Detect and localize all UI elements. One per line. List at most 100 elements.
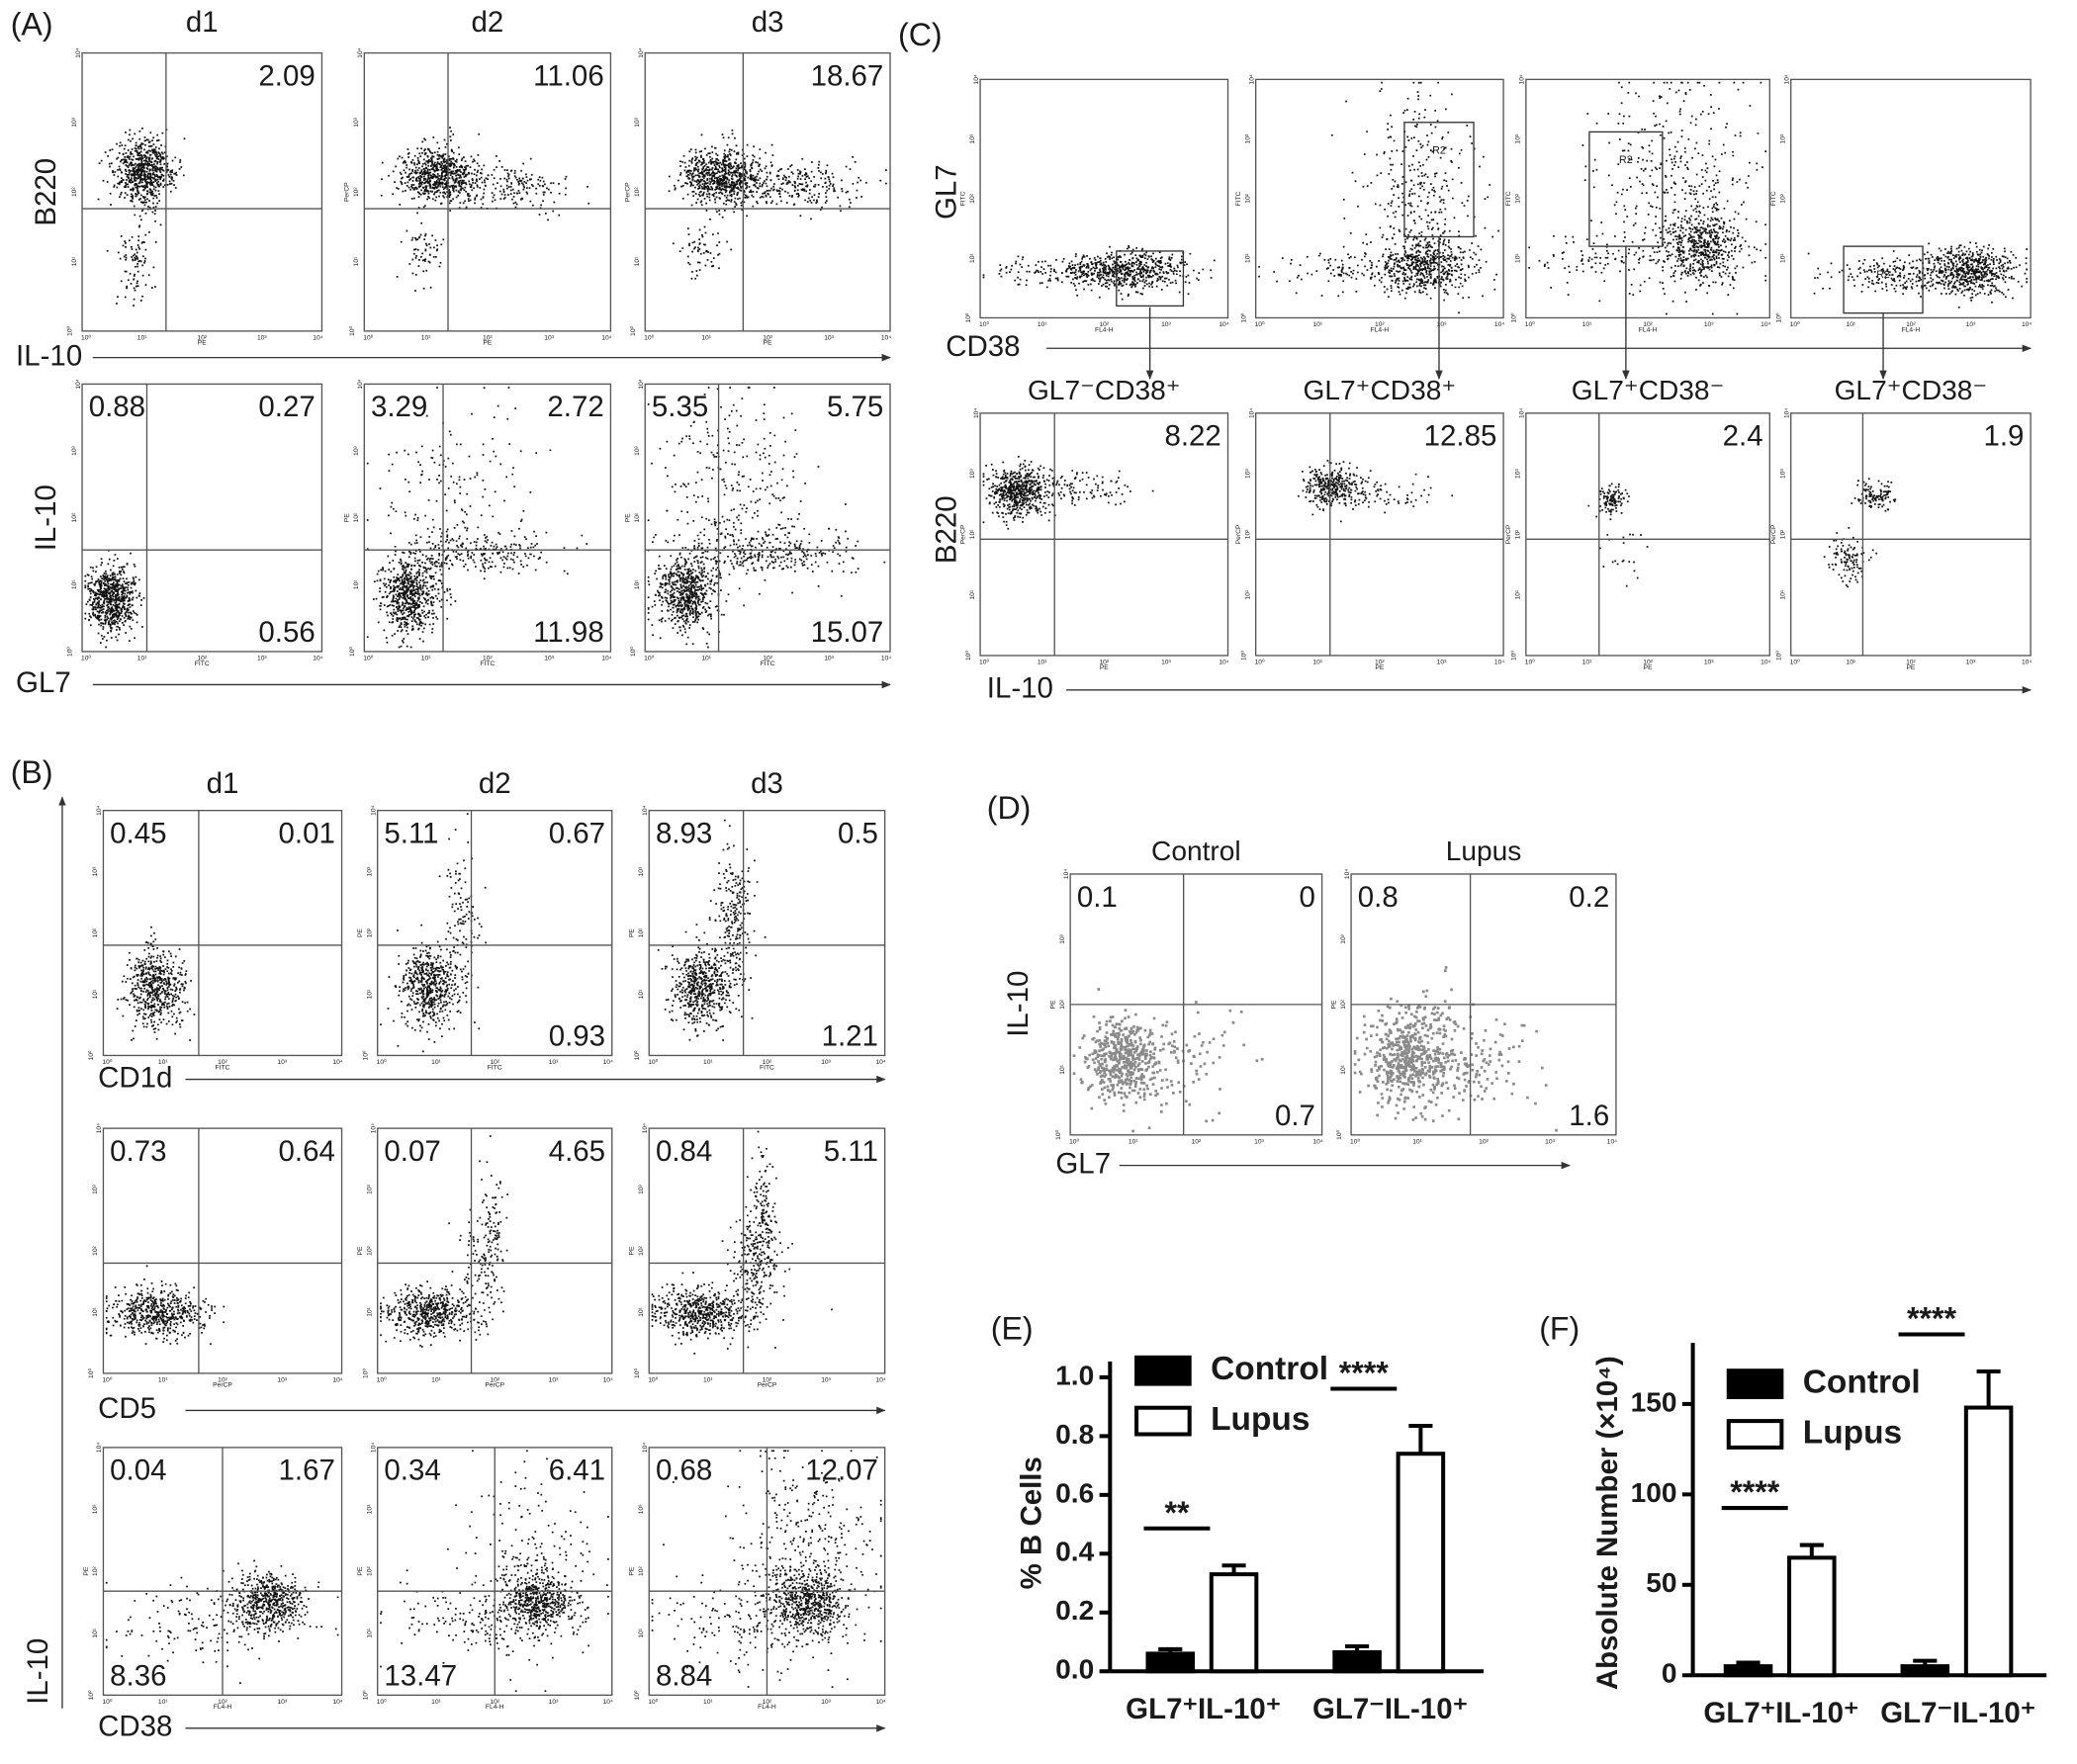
- tick-label: 10⁴: [642, 1123, 649, 1133]
- plot-frame: [644, 383, 891, 653]
- tick-label: 10⁴: [638, 47, 645, 57]
- x-axis-label: IL-10: [16, 339, 82, 372]
- tick-label: 10²: [1643, 321, 1653, 328]
- tick-label: 10²: [763, 1699, 772, 1706]
- x-axis-label: GL7: [1055, 1147, 1111, 1180]
- tick-label: 10⁴: [370, 1123, 377, 1133]
- tick-label: 10¹: [421, 334, 431, 341]
- tick-label: 10⁴: [332, 1699, 342, 1706]
- quadrant-value: 0.73: [110, 1135, 166, 1168]
- tick-label: 10¹: [92, 1306, 99, 1316]
- tick-label: 10²: [483, 655, 493, 662]
- tick-label: 10⁰: [81, 654, 91, 662]
- quadrant-value: 11.98: [533, 616, 604, 649]
- tick-label: 10³: [1244, 133, 1251, 143]
- tick-label: 10¹: [1515, 589, 1522, 599]
- tick-label: 10⁰: [377, 1058, 387, 1066]
- plot-frame: [644, 51, 891, 332]
- x-tick-label: GL7⁺IL-10⁺: [1703, 1697, 1858, 1729]
- tick-label: 10³: [366, 1184, 373, 1193]
- plot-title: Lupus: [1446, 836, 1522, 866]
- tick-label: 10³: [277, 1699, 287, 1706]
- tick-label: 10²: [763, 334, 772, 341]
- tick-label: 10³: [1704, 659, 1714, 665]
- tick-label: 10⁴: [875, 1376, 885, 1383]
- tick-label: 10³: [634, 445, 641, 455]
- channel-label: PerCP: [959, 524, 966, 544]
- events: [105, 1265, 226, 1346]
- quadrant-value: 0.64: [279, 1135, 335, 1168]
- tick-label: 10²: [969, 529, 976, 539]
- tick-label: 10⁴: [973, 74, 980, 84]
- quadrant-value: 0: [1300, 881, 1315, 914]
- tick-label: 10¹: [969, 589, 976, 599]
- quadrant-value: 8.84: [656, 1659, 712, 1692]
- tick-label: 10⁴: [1519, 74, 1526, 84]
- channel-label: FL4-H: [1095, 326, 1114, 333]
- tick-label: 10⁰: [1239, 651, 1247, 661]
- tick-label: 10⁰: [66, 325, 74, 335]
- quadrant-value: 5.11: [384, 818, 438, 850]
- tick-label: 10¹: [158, 1059, 168, 1066]
- x-axis-label: IL-10: [987, 672, 1053, 705]
- channel-label: FL4-H: [758, 1704, 776, 1711]
- tick-label: 10⁰: [66, 647, 74, 657]
- channel-label: FITC: [1770, 191, 1777, 206]
- bar: [1145, 1651, 1196, 1674]
- tick-label: 10³: [277, 1059, 287, 1066]
- x-axis-label: CD1d: [98, 1061, 172, 1094]
- plot-frame: [1790, 412, 2032, 657]
- tick-label: 10³: [824, 334, 834, 341]
- tick-label: 10⁴: [1494, 659, 1504, 665]
- tick-label: 10²: [490, 1376, 499, 1383]
- x-axis-label: CD5: [98, 1392, 156, 1425]
- tick-label: 10⁴: [1248, 74, 1255, 84]
- tick-label: 10⁰: [1774, 312, 1782, 322]
- tick-label: 10²: [483, 334, 493, 341]
- tick-label: 10⁴: [96, 1123, 103, 1133]
- tick-label: 10⁰: [361, 1368, 369, 1378]
- tick-label: 10³: [1704, 321, 1714, 328]
- quadrant-value: 0.7: [1275, 1100, 1315, 1132]
- tick-label: 10⁰: [964, 651, 972, 661]
- tick-label: 10⁴: [75, 47, 82, 57]
- tick-label: 10²: [1192, 1138, 1202, 1145]
- tick-label: 10³: [257, 655, 267, 662]
- tick-label: 10²: [353, 512, 360, 522]
- tick-label: 10⁰: [1774, 651, 1782, 661]
- tick-label: 10¹: [366, 989, 373, 999]
- tick-label: 10¹: [701, 334, 711, 341]
- channel-label: PerCP: [758, 1382, 777, 1389]
- tick-label: 10⁴: [1607, 1138, 1617, 1145]
- tick-label: 10⁴: [601, 334, 611, 341]
- tick-label: 10²: [197, 334, 207, 341]
- y-axis-label: IL-10: [1002, 971, 1035, 1037]
- quadrant-value: 0.93: [549, 1020, 605, 1053]
- quadrant-value: 8.93: [656, 818, 712, 850]
- tick-label: 10⁰: [633, 1690, 641, 1700]
- tick-label: 10¹: [701, 655, 711, 662]
- tick-label: 10³: [824, 655, 834, 662]
- tick-label: 10¹: [703, 1376, 713, 1383]
- events: [380, 1450, 609, 1693]
- tick-label: 10⁰: [363, 333, 373, 341]
- tick-label: 10¹: [1129, 1138, 1138, 1145]
- tick-label: 10⁴: [642, 805, 649, 815]
- tick-label: 10⁰: [1335, 1129, 1343, 1139]
- tick-label: 10¹: [1846, 321, 1855, 328]
- events: [380, 1135, 509, 1348]
- tick-label: 10⁴: [881, 334, 891, 341]
- tick-label: 10⁰: [629, 325, 637, 335]
- quadrant-value: 18.67: [811, 59, 884, 92]
- tick-label: 10²: [366, 1245, 373, 1255]
- y-tick-label: 50: [1646, 1567, 1676, 1598]
- plot-frame: [377, 810, 613, 1057]
- significance-label: ****: [1730, 1474, 1780, 1510]
- tick-label: 10⁴: [1783, 408, 1790, 418]
- tick-label: 10³: [92, 866, 99, 876]
- quadrant-value: 5.11: [824, 1135, 878, 1168]
- tick-label: 10¹: [1038, 321, 1047, 328]
- tick-label: 10⁰: [629, 647, 637, 657]
- y-tick-label: 0.6: [1055, 1477, 1094, 1508]
- tick-label: 10⁴: [1063, 869, 1070, 879]
